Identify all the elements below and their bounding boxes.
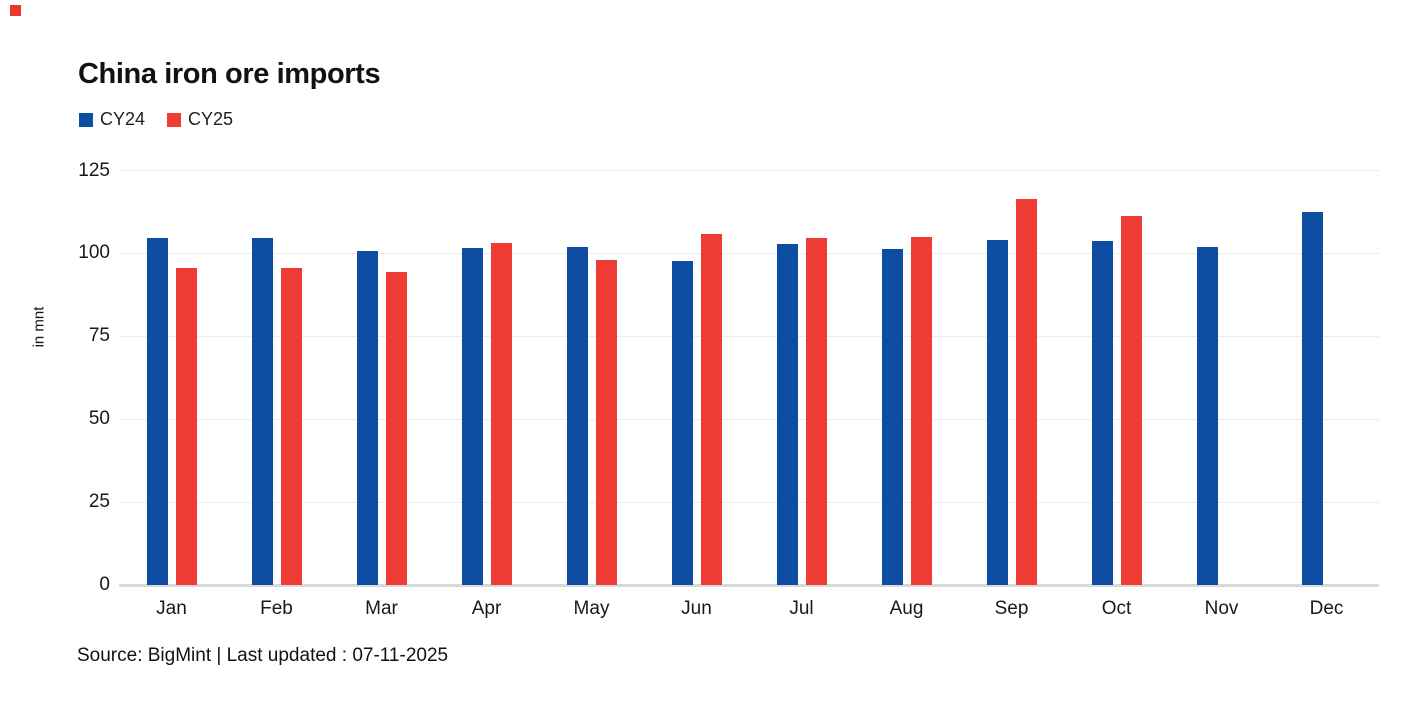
bar-group-jul	[749, 165, 854, 585]
bar-cy25-sep	[1015, 199, 1037, 585]
bar-group-jan	[119, 165, 224, 585]
bar-cy24-mar	[356, 251, 378, 585]
legend-item-cy25: CY25	[167, 109, 233, 130]
bar-cy25-mar	[385, 272, 407, 585]
x-axis-line	[119, 584, 1379, 587]
gridline-25	[119, 501, 1379, 503]
source-caption: Source: BigMint | Last updated : 07-11-2…	[77, 645, 449, 666]
x-tick-nov: Nov	[1204, 598, 1239, 619]
bar-group-aug	[854, 165, 959, 585]
y-tick-75: 75	[88, 325, 110, 347]
bar-cy25-feb	[280, 267, 302, 585]
bar-cy24-sep	[986, 239, 1008, 585]
chart-title: China iron ore imports	[78, 58, 381, 90]
legend-label: CY24	[100, 109, 146, 129]
gridline-100	[119, 252, 1379, 254]
x-tick-mar: Mar	[365, 598, 398, 619]
bar-group-oct	[1064, 165, 1169, 585]
bar-cy24-apr	[461, 247, 483, 585]
x-tick-sep: Sep	[994, 598, 1029, 619]
legend-label: CY25	[188, 109, 234, 129]
bar-cy25-aug	[910, 236, 932, 585]
bar-cy24-nov	[1196, 247, 1218, 585]
gridline-50	[119, 418, 1379, 420]
bar-cy24-jun	[671, 261, 693, 585]
y-tick-125: 125	[78, 159, 110, 181]
bar-cy25-jun	[700, 233, 722, 585]
bar-cy25-jan	[175, 267, 197, 585]
x-tick-may: May	[573, 598, 610, 619]
bar-cy24-feb	[251, 237, 273, 585]
x-tick-jan: Jan	[156, 598, 187, 619]
bar-cy25-may	[595, 259, 617, 585]
y-tick-50: 50	[88, 408, 110, 430]
x-tick-feb: Feb	[260, 598, 293, 619]
bar-cy24-dec	[1301, 212, 1323, 585]
bar-group-sep	[959, 165, 1064, 585]
bar-cy24-jul	[776, 244, 798, 585]
x-tick-jul: Jul	[789, 598, 814, 619]
y-tick-25: 25	[88, 491, 110, 513]
bar-group-mar	[329, 165, 434, 585]
x-tick-jun: Jun	[681, 598, 712, 619]
bar-cy24-jan	[146, 237, 168, 585]
bar-cy24-may	[566, 246, 588, 585]
bar-cy25-apr	[490, 243, 512, 585]
bar-group-dec	[1274, 165, 1379, 585]
y-tick-0: 0	[99, 574, 110, 595]
chart-legend: CY24 CY25	[79, 109, 233, 130]
x-tick-dec: Dec	[1309, 598, 1344, 619]
bar-group-feb	[224, 165, 329, 585]
bar-group-nov	[1169, 165, 1274, 585]
bar-group-apr	[434, 165, 539, 585]
legend-swatch-cy25	[167, 112, 182, 127]
bar-cy25-oct	[1120, 216, 1142, 585]
legend-swatch-cy24	[79, 112, 93, 127]
bar-group-jun	[644, 165, 749, 585]
x-tick-aug: Aug	[889, 598, 924, 619]
legend-item-cy24: CY24	[79, 109, 145, 130]
y-tick-100: 100	[78, 242, 110, 264]
x-tick-apr: Apr	[471, 598, 502, 619]
bar-cy25-jul	[805, 238, 827, 585]
bar-cy24-aug	[881, 248, 903, 585]
gridline-75	[119, 335, 1379, 337]
bar-group-may	[539, 165, 644, 585]
bar-cy24-oct	[1091, 240, 1113, 585]
gridline-125	[119, 170, 1379, 172]
red-marker-dot	[10, 5, 21, 16]
x-tick-oct: Oct	[1101, 598, 1132, 619]
